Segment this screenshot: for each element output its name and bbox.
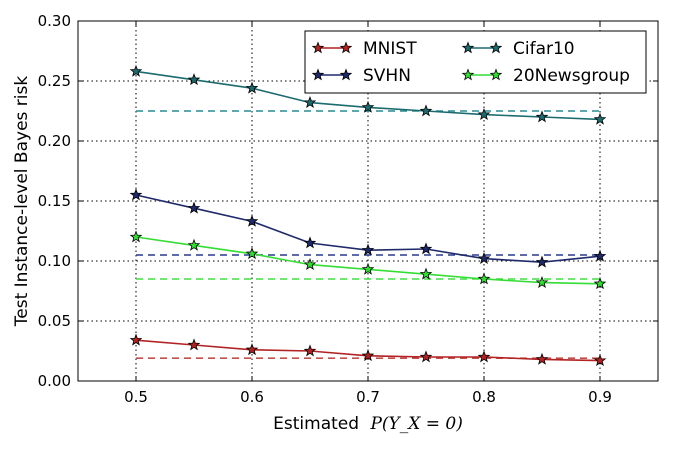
data-point-20newsgroup — [129, 230, 143, 243]
y-tick-label: 0.15 — [38, 192, 71, 210]
y-tick-label: 0.05 — [38, 312, 71, 330]
data-point-mnist — [187, 338, 201, 351]
data-point-mnist — [129, 333, 143, 346]
data-point-svhn — [303, 236, 317, 249]
x-axis-label-math: P(Y_X = 0) — [369, 414, 462, 434]
ticks: 0.5 0.6 0.7 0.8 0.9 0.00 0.05 0.10 0.15 0.20 0.25 0… — [38, 12, 658, 406]
legend-label-cifar10: Cifar10 — [513, 39, 575, 59]
y-tick-label: 0.25 — [38, 72, 71, 90]
legend-marker-20newsgroup — [461, 68, 475, 81]
data-point-20newsgroup — [361, 262, 375, 275]
data-point-cifar10 — [303, 95, 317, 108]
data-point-svhn — [593, 249, 607, 262]
data-point-svhn — [361, 243, 375, 256]
legend-marker-20newsgroup — [489, 68, 503, 81]
x-tick-label: 0.8 — [472, 388, 496, 406]
y-tick-label: 0.20 — [38, 132, 71, 150]
legend-label-mnist: MNIST — [363, 39, 417, 59]
legend-label-svhn: SVHN — [363, 66, 411, 86]
data-point-mnist — [361, 349, 375, 362]
data-point-20newsgroup — [245, 247, 259, 260]
legend-marker-svhn — [339, 68, 353, 81]
x-tick-label: 0.7 — [356, 388, 380, 406]
data-point-cifar10 — [477, 107, 491, 120]
data-point-cifar10 — [419, 104, 433, 117]
x-axis-label-text: Estimated — [273, 414, 359, 434]
legend-marker-mnist — [311, 41, 325, 54]
data-point-20newsgroup — [593, 277, 607, 290]
data-point-cifar10 — [187, 73, 201, 86]
data-point-mnist — [535, 352, 549, 365]
x-tick-label: 0.6 — [240, 388, 264, 406]
series-markers — [129, 64, 607, 366]
data-point-20newsgroup — [303, 257, 317, 270]
legend-marker-cifar10 — [489, 41, 503, 54]
data-point-mnist — [303, 344, 317, 357]
data-point-svhn — [187, 201, 201, 214]
legend-box — [304, 30, 647, 94]
data-point-20newsgroup — [535, 275, 549, 288]
legend-marker-cifar10 — [461, 41, 475, 54]
data-point-20newsgroup — [477, 272, 491, 285]
x-axis-label: Estimated P(Y_X = 0) — [273, 414, 463, 434]
legend-marker-mnist — [339, 41, 353, 54]
y-axis-label: Test Instance-level Bayes risk — [12, 76, 32, 328]
data-point-svhn — [419, 242, 433, 255]
data-point-cifar10 — [593, 112, 607, 125]
data-point-cifar10 — [535, 110, 549, 123]
data-point-mnist — [245, 343, 259, 356]
x-tick-label: 0.9 — [588, 388, 612, 406]
x-tick-label: 0.5 — [124, 388, 148, 406]
data-point-svhn — [129, 188, 143, 201]
y-tick-label: 0.00 — [38, 372, 71, 390]
legend: MNIST SVHN Cifar10 20Newsgroup — [304, 30, 647, 94]
data-point-mnist — [477, 350, 491, 363]
data-point-20newsgroup — [419, 267, 433, 280]
legend-label-20newsgroup: 20Newsgroup — [513, 66, 630, 86]
data-point-20newsgroup — [187, 238, 201, 251]
y-tick-label: 0.30 — [38, 12, 71, 30]
data-point-mnist — [593, 353, 607, 366]
data-point-cifar10 — [129, 64, 143, 77]
data-point-svhn — [535, 255, 549, 268]
data-point-svhn — [477, 251, 491, 264]
data-point-mnist — [419, 350, 433, 363]
data-point-svhn — [245, 214, 259, 227]
legend-marker-svhn — [311, 68, 325, 81]
y-tick-label: 0.10 — [38, 252, 71, 270]
data-point-cifar10 — [361, 100, 375, 113]
data-point-cifar10 — [245, 81, 259, 94]
